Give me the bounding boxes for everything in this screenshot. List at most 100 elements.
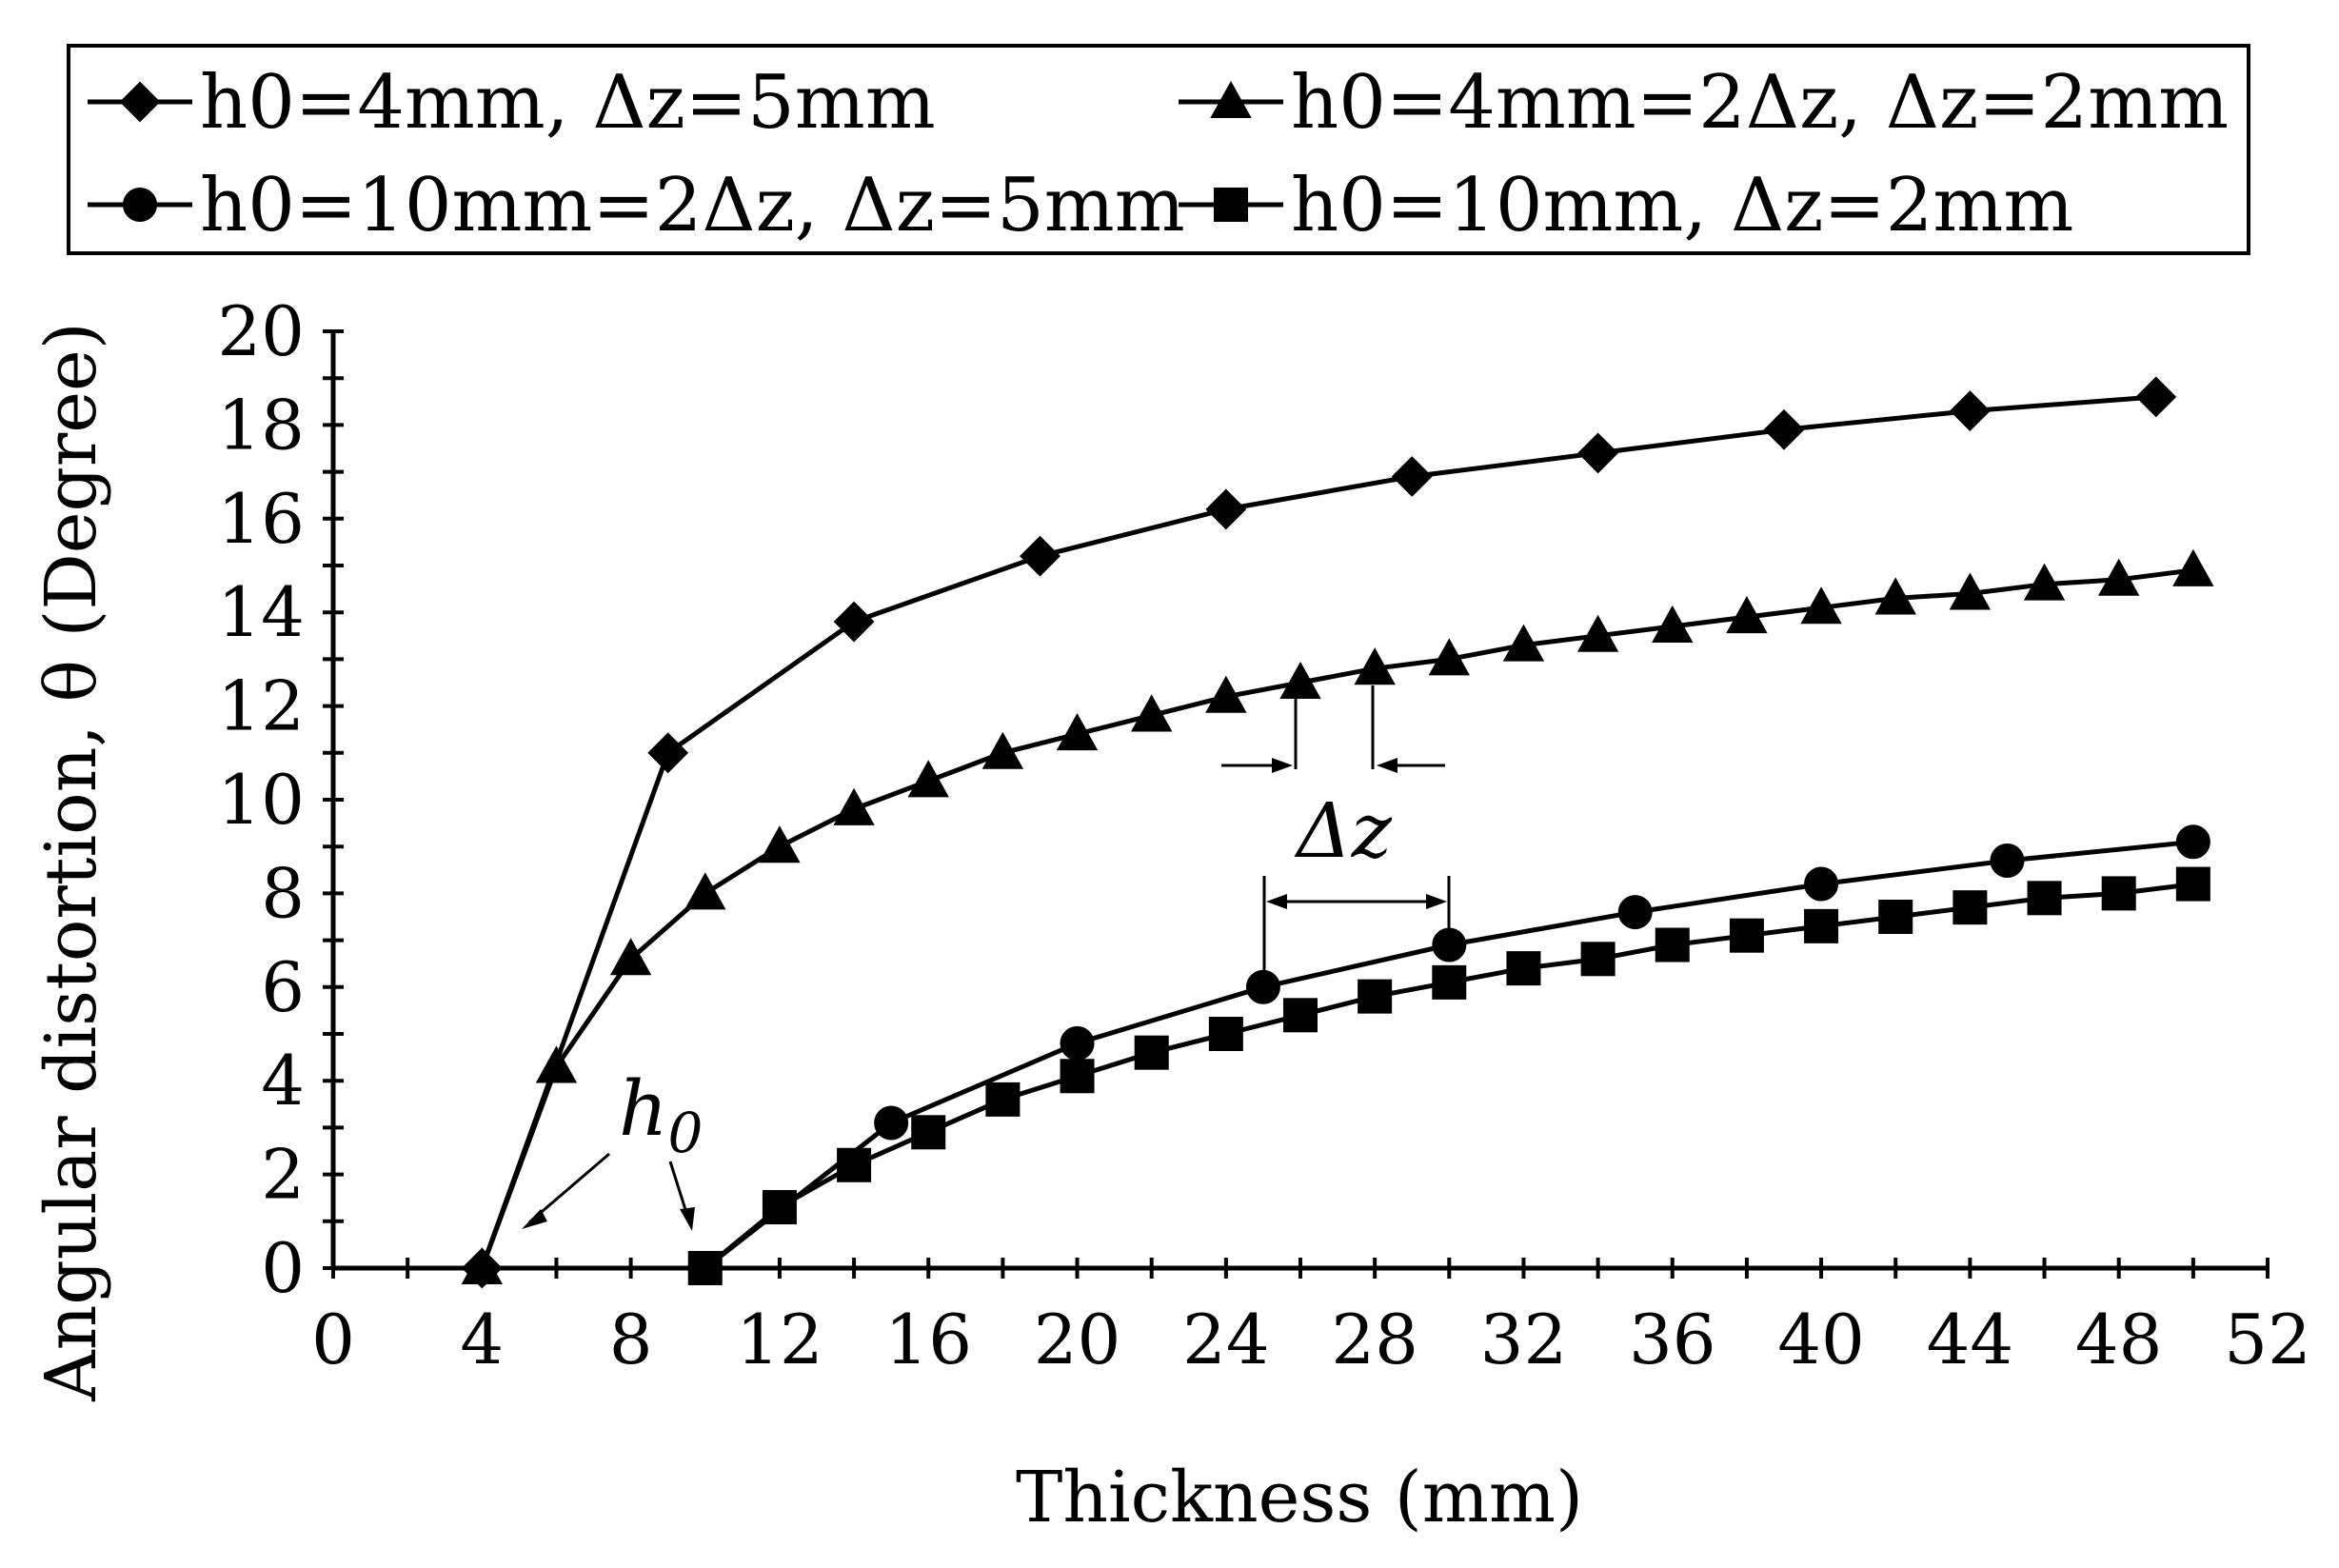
data-point: [1205, 675, 1247, 713]
legend-label: h0=4mm, Δz=5mm: [200, 60, 936, 146]
x-tick-label: 4: [460, 1300, 504, 1379]
x-axis-title: Thickness (mm): [1016, 1457, 1583, 1538]
data-point: [687, 1251, 723, 1285]
data-point: [2135, 376, 2177, 418]
data-point: [609, 938, 652, 976]
h0-arrowhead-left: [522, 1209, 547, 1229]
data-point: [1990, 843, 2025, 878]
data-point: [1279, 661, 1321, 699]
y-tick-label: 6: [261, 947, 305, 1027]
axes: 0 4 8 12 16 20 24 28 32 36 40 44 48 52024681012141618…: [217, 291, 2310, 1379]
y-tick-label: 16: [217, 479, 305, 559]
legend-marker: [119, 81, 161, 123]
y-tick-label: 18: [217, 385, 305, 465]
legend-entry: h0=4mm=2Δz, Δz=2mm: [1179, 60, 2229, 146]
series-diamond: [461, 376, 2177, 1289]
dz-arrowhead-left-lower: [1266, 894, 1287, 909]
y-tick-label: 12: [217, 666, 305, 746]
data-point: [2175, 866, 2210, 902]
x-tick-label: 44: [1927, 1300, 2014, 1379]
data-point: [837, 1147, 872, 1182]
y-tick-label: 10: [217, 760, 305, 840]
y-tick-label: 2: [261, 1135, 305, 1215]
data-point: [1580, 942, 1615, 977]
data-point: [461, 1246, 504, 1284]
x-tick-label: 24: [1182, 1300, 1270, 1379]
data-point: [1358, 979, 1393, 1014]
y-tick-label: 20: [217, 291, 305, 371]
dz-annotation-upper: [1221, 685, 1445, 773]
data-point: [1134, 1035, 1169, 1070]
data-point: [1428, 638, 1471, 676]
data-point: [1432, 964, 1467, 1000]
data-point: [1354, 647, 1396, 685]
data-point: [1283, 998, 1318, 1033]
series-layer: [461, 376, 2214, 1289]
data-point: [1060, 1059, 1095, 1094]
data-point: [1952, 890, 1988, 925]
data-point: [2175, 824, 2210, 860]
h0-arrowhead-right: [680, 1207, 695, 1231]
data-point: [981, 731, 1024, 769]
data-point: [2101, 876, 2136, 911]
x-tick-label: 40: [1777, 1300, 1865, 1379]
series-line: [479, 567, 2194, 1269]
data-point: [2097, 558, 2140, 596]
data-point: [1208, 1017, 1243, 1051]
h0-arrow-left: [528, 1152, 610, 1224]
series-square: [687, 866, 2210, 1285]
data-point: [833, 601, 875, 643]
data-point: [1576, 614, 1619, 652]
data-point: [1804, 908, 1839, 943]
legend-label: h0=10mm=2Δz, Δz=5mm: [200, 163, 1185, 248]
data-point: [684, 872, 726, 910]
dz-arrowhead-right-lower: [1426, 894, 1447, 909]
y-tick-label: 0: [261, 1228, 305, 1308]
series-triangle: [461, 548, 2214, 1284]
data-point: [1726, 596, 1768, 634]
data-point: [647, 732, 689, 774]
h0-label: h0: [619, 1064, 703, 1165]
data-point: [907, 760, 949, 798]
x-tick-label: 48: [2075, 1300, 2163, 1379]
data-point: [1652, 605, 1694, 643]
x-tick-label: 20: [1034, 1300, 1121, 1379]
data-point: [1617, 895, 1653, 930]
legend-label: h0=10mm, Δz=2mm: [1291, 163, 2073, 248]
dz-arrowhead-in-right: [1377, 758, 1397, 773]
data-point: [911, 1115, 946, 1150]
legend-entry: h0=10mm, Δz=2mm: [1179, 163, 2073, 248]
x-tick-label: 52: [2224, 1300, 2311, 1379]
y-tick-label: 8: [261, 853, 305, 933]
data-point: [1205, 488, 1247, 530]
data-point: [1391, 456, 1433, 497]
data-point: [1502, 624, 1545, 662]
data-point: [759, 825, 801, 863]
x-tick-label: 28: [1331, 1300, 1418, 1379]
legend-marker: [1214, 188, 1248, 222]
legend-box: [67, 44, 2250, 255]
dz-arrowhead-in-left: [1272, 758, 1293, 773]
legend-marker: [1210, 80, 1252, 118]
legend-marker: [123, 188, 157, 222]
data-point: [1729, 918, 1764, 953]
h0-annotation: h0: [522, 1064, 703, 1231]
data-point: [874, 1105, 909, 1141]
legend-label: h0=4mm=2Δz, Δz=2mm: [1291, 60, 2229, 146]
data-point: [1874, 577, 1916, 615]
h0-subscript: 0: [668, 1101, 704, 1165]
data-point: [535, 1045, 578, 1083]
data-point: [1655, 927, 1690, 963]
data-point: [833, 787, 875, 825]
series-line: [479, 394, 2156, 1269]
dz-label: Δz: [1294, 786, 1393, 875]
data-point: [1020, 535, 1060, 577]
data-point: [1056, 713, 1099, 751]
y-tick-label: 4: [261, 1041, 305, 1121]
data-point: [1800, 586, 1842, 625]
data-point: [985, 1082, 1021, 1117]
dz-annotation-lower: Δz: [1262, 786, 1451, 990]
legend-entry: h0=10mm=2Δz, Δz=5mm: [88, 163, 1185, 248]
data-point: [1804, 866, 1839, 902]
x-tick-label: 32: [1480, 1300, 1568, 1379]
